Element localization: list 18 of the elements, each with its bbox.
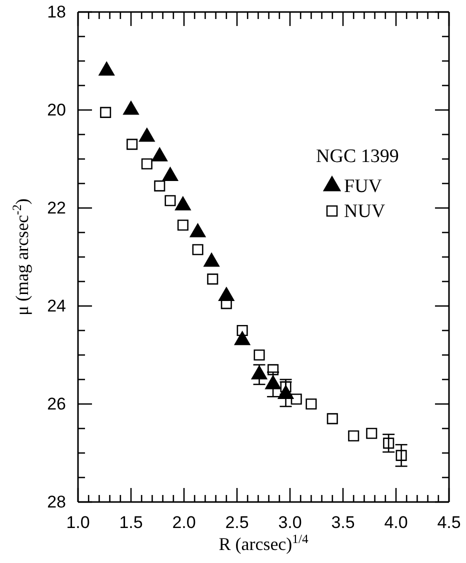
- x-tick-label: 1.0: [66, 513, 90, 532]
- y-tick-label: 20: [47, 100, 66, 120]
- x-tick-label: 4.0: [384, 513, 408, 532]
- x-tick-label: 3.5: [331, 513, 355, 532]
- legend-title: NGC 1399: [316, 146, 399, 167]
- y-tick-label: 22: [47, 198, 66, 218]
- x-tick-label: 2.5: [225, 513, 249, 532]
- legend-label: NUV: [344, 201, 386, 222]
- x-tick-label: 1.5: [119, 513, 143, 532]
- legend-label: FUV: [344, 176, 382, 197]
- x-axis-title: R (arcsec)$^{1/4}$: [218, 532, 309, 554]
- y-tick-label: 28: [47, 492, 66, 512]
- y-tick-label: 26: [47, 394, 66, 414]
- y-tick-label: 18: [47, 2, 66, 22]
- x-tick-label: 2.0: [172, 513, 196, 532]
- y-tick-label: 24: [47, 296, 66, 316]
- x-tick-label: 3.0: [278, 513, 302, 532]
- x-tick-label: 4.5: [437, 513, 461, 532]
